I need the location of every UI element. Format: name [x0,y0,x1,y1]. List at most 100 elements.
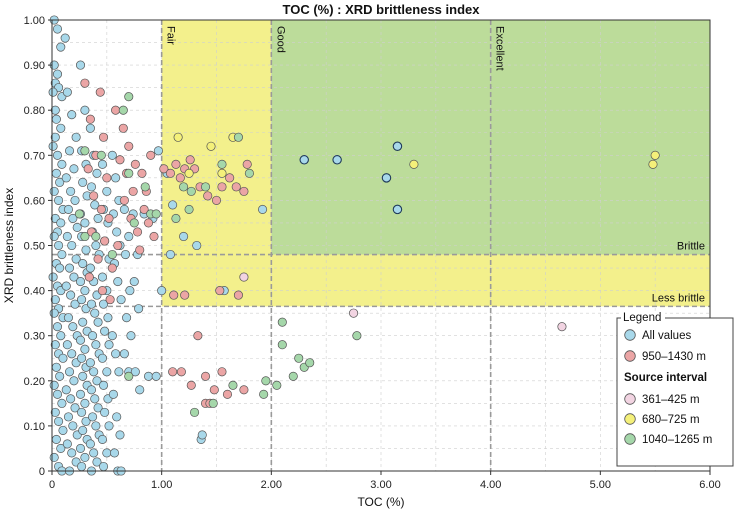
x-tick-label: 6.00 [699,479,720,491]
data-point [129,277,139,287]
data-point [52,150,63,160]
data-point [70,195,80,205]
data-point [56,443,66,453]
data-point [64,146,75,156]
data-point [124,168,134,178]
data-point [61,385,71,395]
data-point [67,110,77,120]
data-point [192,240,202,251]
data-point [122,313,132,323]
data-point [56,218,66,228]
data-point [130,367,140,377]
data-point [103,313,113,323]
data-point [128,186,138,196]
data-point [80,146,90,156]
data-point [95,87,105,97]
data-point [119,349,129,359]
data-point [222,389,233,399]
y-tick-label: 0.40 [24,286,45,298]
zone-labels: Fair Good Excellent Brittle Less brittle [165,26,705,304]
data-point [51,362,61,372]
data-point [48,272,58,282]
data-point [129,218,139,228]
data-point [80,344,90,354]
data-point [272,380,282,390]
data-point [50,407,60,417]
data-point [107,331,117,341]
data-point [91,240,101,251]
data-point [114,367,124,377]
data-point [63,204,73,214]
data-point [277,317,287,327]
data-point [71,132,81,142]
data-point [175,173,185,183]
data-point [171,159,181,169]
data-point [85,114,95,124]
legend-entry-label: 1040–1265 m [642,434,712,446]
data-point [261,376,271,386]
data-point [185,155,195,165]
data-point [71,254,81,264]
data-point [51,168,61,178]
data-point [57,159,67,169]
x-axis-ticks: 0 1.00 2.00 3.00 4.00 5.00 6.00 [49,471,721,491]
data-point [75,389,86,399]
data-point [50,340,60,350]
data-point [64,263,75,273]
data-point [239,186,249,196]
data-point [140,182,150,192]
legend-marker [624,393,636,405]
data-point [61,173,71,183]
legend-entry-label: 361–425 m [642,394,700,406]
data-point [91,231,101,242]
data-point [78,258,88,269]
data-point [80,218,90,228]
y-tick-label: 1.00 [24,15,45,27]
data-point [168,367,178,377]
data-point [259,389,269,399]
y-tick-label: 0.10 [24,421,45,433]
data-point [77,461,87,472]
data-point [77,407,87,417]
data-point [151,209,161,219]
data-point [90,394,100,404]
data-point [126,331,136,341]
data-point [197,430,207,440]
data-point [69,376,79,386]
data-point [85,439,95,449]
data-point [98,299,109,309]
data-point [85,123,95,133]
data-point [107,150,117,160]
data-point [107,249,117,260]
data-point [67,240,77,251]
y-tick-label: 0.60 [24,195,45,207]
data-point [231,182,241,192]
data-point [258,204,268,214]
data-point [61,281,71,291]
data-point [208,398,218,408]
data-point [135,385,145,395]
data-point [49,186,59,196]
data-point [78,371,88,381]
legend-entry-label: 680–725 m [642,414,700,426]
data-point [75,60,86,70]
data-point [228,380,238,390]
data-point [277,340,287,350]
legend-entry-label: 950–1430 m [642,351,706,363]
data-point [67,349,77,359]
data-point [239,385,249,395]
x-tick-label: 0 [49,479,55,491]
data-point [68,322,78,332]
data-point [49,308,59,318]
data-point [86,299,97,309]
data-point [159,164,169,174]
data-point [74,209,84,219]
data-point [180,290,190,300]
data-point [70,299,80,309]
data-point [200,182,211,192]
data-point [80,105,90,115]
data-point [392,141,403,152]
data-point [80,398,90,408]
x-tick-label: 4.00 [480,479,501,491]
